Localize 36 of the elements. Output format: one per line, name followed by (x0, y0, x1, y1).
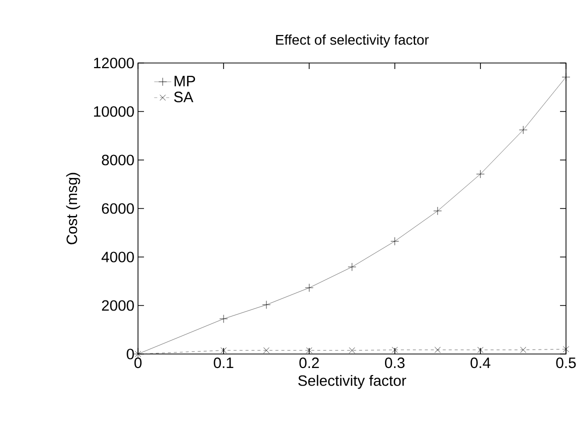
x-tick-label: 0.1 (214, 358, 234, 368)
point (348, 347, 356, 354)
x-tick-label: 0.2 (299, 358, 319, 368)
y-axis-title: Cost (msg) (66, 172, 80, 244)
x-tick-label: 0.5 (556, 358, 576, 368)
point (434, 346, 441, 353)
point (476, 170, 485, 178)
x-tick-label: 0.3 (384, 358, 405, 368)
point (219, 314, 228, 324)
y-tick-label: 4000 (102, 252, 134, 262)
point (306, 347, 312, 354)
point (562, 72, 570, 82)
x-tick-label: 0.4 (470, 358, 490, 368)
point (390, 237, 399, 246)
point (520, 346, 526, 353)
legend-label: SA (174, 92, 194, 102)
chart-title: Effect of selectivity factor (276, 34, 429, 48)
point (519, 126, 528, 134)
point (392, 346, 398, 353)
point (220, 347, 227, 354)
x-tick-label: 0 (134, 358, 142, 368)
point (263, 347, 270, 354)
y-tick-label: 6000 (102, 203, 134, 214)
y-tick-label: 0 (126, 348, 134, 360)
point (433, 206, 442, 216)
x-axis-title: Selectivity factor (298, 374, 406, 389)
y-tick-label: 2000 (102, 300, 134, 311)
y-tick-label: 12000 (94, 58, 134, 68)
point (305, 284, 314, 292)
point (348, 262, 356, 272)
y-tick-label: 10000 (94, 106, 134, 117)
point (477, 346, 484, 353)
point (562, 346, 570, 352)
legend-label: MP (174, 76, 196, 86)
point (262, 300, 271, 309)
y-tick-label: 8000 (102, 154, 134, 166)
